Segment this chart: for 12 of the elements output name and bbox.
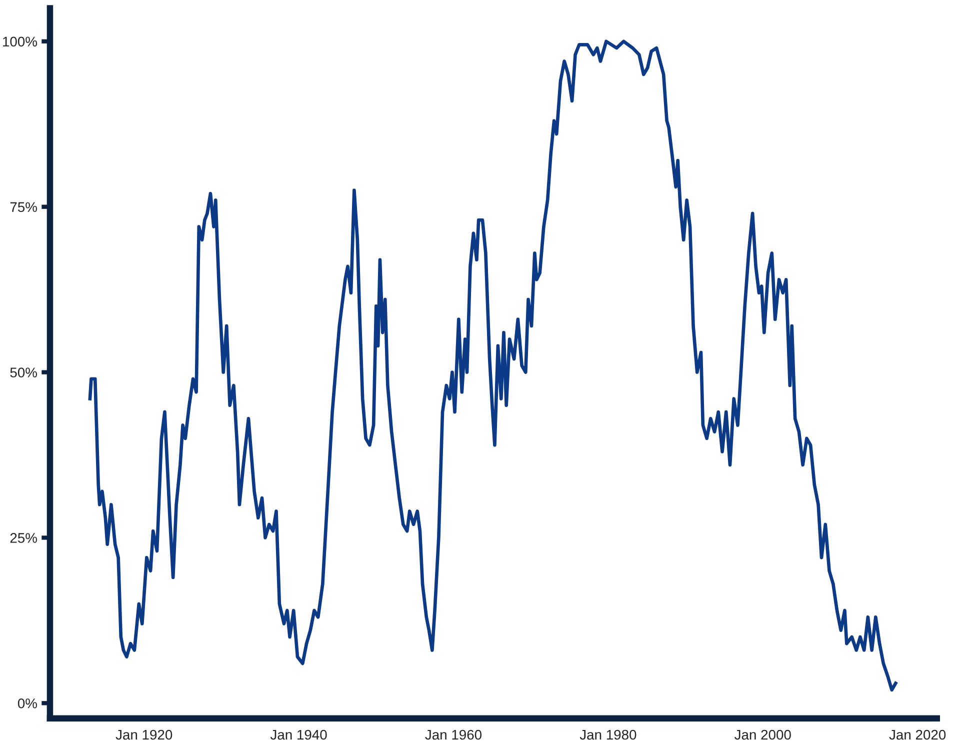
x-tick-label: Jan 1920	[116, 730, 172, 740]
x-tick-label: Jan 1980	[580, 730, 636, 740]
x-tick-label: Jan 1960	[425, 730, 482, 740]
y-tick-label: 50%	[10, 368, 37, 378]
y-tick-label: 75%	[10, 202, 37, 212]
x-tick-label: Jan 1940	[270, 730, 327, 740]
y-tick-label: 25%	[10, 533, 37, 543]
y-tick-label: 0%	[18, 698, 37, 708]
line-series	[88, 40, 898, 692]
x-tick-label: Jan 2000	[734, 730, 791, 740]
x-tick-label: Jan 2020	[889, 730, 946, 740]
y-tick-label: 100%	[3, 36, 37, 47]
